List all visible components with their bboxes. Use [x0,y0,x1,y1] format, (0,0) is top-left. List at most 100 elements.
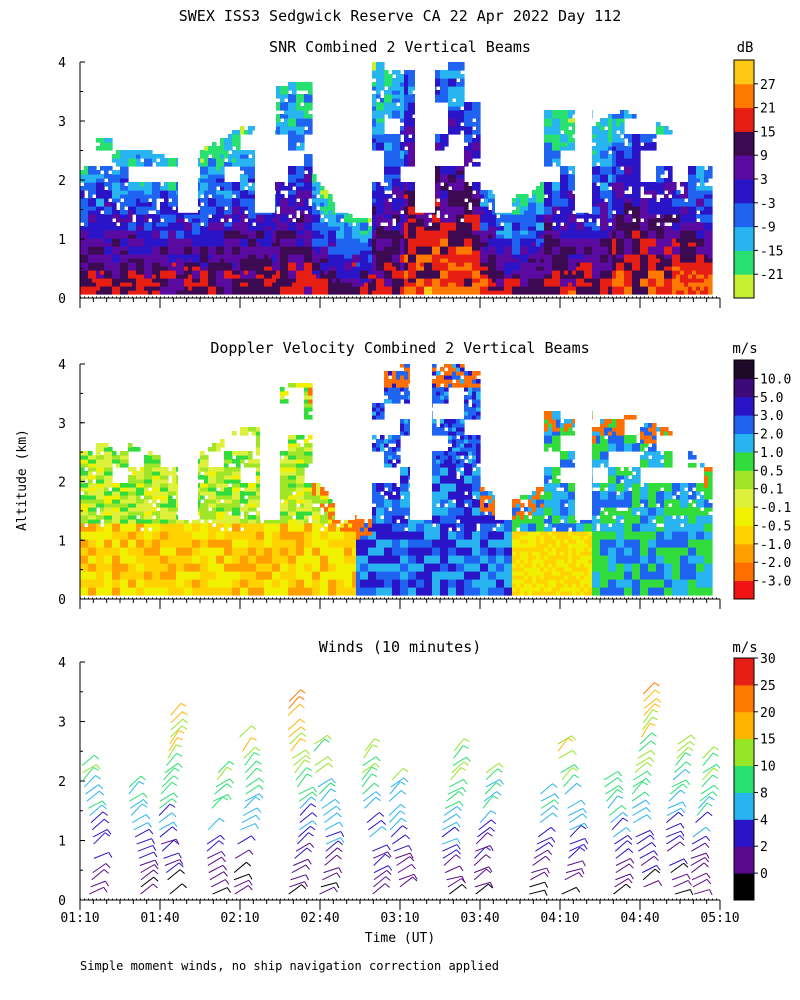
heatmap-cell [212,254,217,259]
heatmap-cell [512,210,517,215]
heatmap-cell [124,250,129,255]
heatmap-cell [252,286,257,291]
heatmap-cell [464,182,469,187]
heatmap-cell [404,110,409,115]
heatmap-cell [444,278,449,283]
heatmap-cell [404,186,409,191]
heatmap-cell [276,130,281,135]
heatmap-cell [604,270,609,275]
heatmap-cell [204,202,209,207]
heatmap-cell [612,226,617,231]
heatmap-cell [432,242,437,247]
heatmap-cell [344,226,349,231]
heatmap-cell [612,246,617,251]
heatmap-cell [88,214,93,219]
heatmap-cell [564,218,569,223]
heatmap-cell [308,102,313,107]
heatmap-cell [384,174,389,179]
heatmap-cell [548,138,553,143]
heatmap-cell [616,118,621,123]
heatmap-cell [100,282,105,287]
heatmap-cell [372,134,377,139]
heatmap-cell [468,214,473,219]
heatmap-cell [452,242,457,247]
heatmap-cell [228,282,233,287]
heatmap-cell [312,270,317,275]
heatmap-cell [496,258,501,263]
heatmap-cell [216,182,221,187]
heatmap-cell [180,222,185,227]
heatmap-cell [172,266,177,271]
heatmap-cell [388,266,393,271]
heatmap-cell [148,182,153,187]
heatmap-cell [340,290,345,295]
heatmap-cell [612,138,617,143]
heatmap-cell [164,194,169,199]
heatmap-cell [324,262,329,267]
heatmap-cell [168,214,173,219]
heatmap-cell [388,262,393,267]
heatmap-cell [404,202,409,207]
heatmap-cell [552,194,557,199]
heatmap-cell [576,258,581,263]
heatmap-cell [268,226,273,231]
heatmap-cell [260,246,265,251]
heatmap-cell [292,122,297,127]
heatmap-cell [468,146,473,151]
heatmap-cell [456,166,461,171]
heatmap-cell [248,250,253,255]
heatmap-cell [300,290,305,295]
heatmap-cell [564,282,569,287]
heatmap-cell [532,226,537,231]
heatmap-cell [532,202,537,207]
heatmap-cell [416,286,421,291]
heatmap-cell [636,170,641,175]
heatmap-cell [372,194,377,199]
heatmap-cell [236,202,241,207]
heatmap-cell [120,202,125,207]
heatmap-cell [580,282,585,287]
heatmap-cell [636,242,641,247]
heatmap-cell [304,258,309,263]
heatmap-cell [400,206,405,211]
heatmap-cell [468,210,473,215]
heatmap-cell [240,162,245,167]
heatmap-cell [400,234,405,239]
heatmap-cell [612,166,617,171]
heatmap-cell [444,218,449,223]
heatmap-cell [548,154,553,159]
heatmap-cell [612,130,617,135]
heatmap-cell [220,206,225,211]
heatmap-cell [372,290,377,295]
heatmap-cell [596,198,601,203]
heatmap-cell [384,234,389,239]
heatmap-cell [512,278,517,283]
heatmap-cell [616,190,621,195]
heatmap-cell [216,214,221,219]
heatmap-cell [120,218,125,223]
heatmap-cell [160,266,165,271]
heatmap-cell [208,266,213,271]
heatmap-cell [140,286,145,291]
heatmap-cell [400,254,405,259]
heatmap-cell [544,162,549,167]
heatmap-cell [604,162,609,167]
heatmap-cell [228,190,233,195]
heatmap-cell [552,114,557,119]
heatmap-cell [476,194,481,199]
heatmap-cell [208,218,213,223]
heatmap-cell [232,238,237,243]
heatmap-cell [188,226,193,231]
heatmap-cell [412,234,417,239]
heatmap-cell [248,190,253,195]
heatmap-cell [412,282,417,287]
heatmap-cell [272,266,277,271]
heatmap-cell [292,190,297,195]
heatmap-cell [616,162,621,167]
heatmap-cell [412,110,417,115]
heatmap-cell [320,282,325,287]
heatmap-cell [144,150,149,155]
heatmap-cell [200,162,205,167]
heatmap-cell [300,146,305,151]
heatmap-cell [304,250,309,255]
